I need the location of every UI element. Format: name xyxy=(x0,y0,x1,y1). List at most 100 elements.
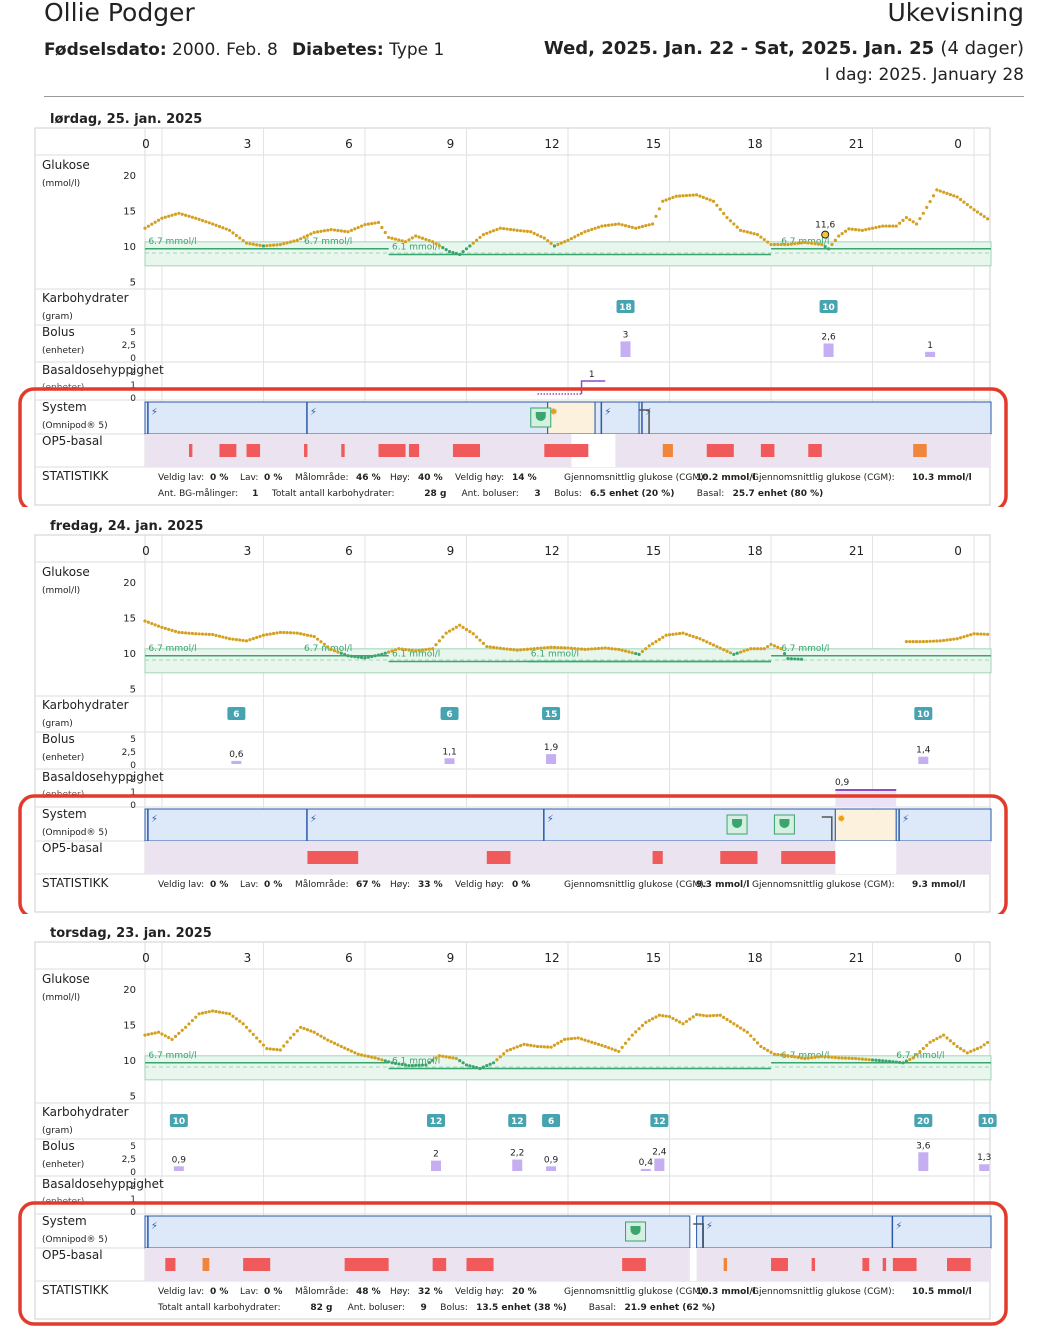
glucose-point xyxy=(529,230,533,234)
glucose-point xyxy=(579,231,584,236)
carbs-badge-value: 15 xyxy=(545,710,558,720)
glucose-point xyxy=(214,223,218,227)
op5-mark-red xyxy=(243,1258,271,1271)
glucose-point xyxy=(644,647,648,651)
stat-value: 0 % xyxy=(264,1287,282,1297)
glucose-point xyxy=(603,1044,607,1049)
glucose-point xyxy=(779,1053,783,1057)
glucose-point xyxy=(732,222,736,226)
glucose-point xyxy=(146,224,150,228)
glucose-point xyxy=(376,1057,381,1061)
stat-label: Gjennomsnittlig glukose (CGM): xyxy=(752,1287,895,1297)
target-glucose-label: 6.7 mmol/l xyxy=(781,644,829,654)
carbs-badge-value: 10 xyxy=(917,710,930,720)
glucose-point xyxy=(326,645,330,649)
glucose-point xyxy=(539,1045,543,1049)
glucose-point xyxy=(535,233,540,237)
glucose-point xyxy=(292,1032,296,1036)
glucose-point xyxy=(485,231,489,235)
carbs-badge xyxy=(819,300,838,313)
glucose-point xyxy=(549,1045,553,1049)
glucose-point xyxy=(762,237,766,242)
op5-mark-red xyxy=(808,444,822,457)
glucose-point xyxy=(725,649,729,653)
stat-label: Ant. BG-målinger: xyxy=(158,488,238,499)
stat-label: Veldig lav: xyxy=(158,1287,204,1297)
glucose-point xyxy=(424,237,428,242)
glucose-point xyxy=(380,225,384,230)
stat-label: Bolus: xyxy=(440,1303,468,1313)
glucose-point xyxy=(556,242,560,247)
glucose-point xyxy=(793,657,797,661)
automated-mode-icon: ⚡ xyxy=(151,1221,158,1232)
glucose-point xyxy=(901,1061,905,1065)
bolus-bar xyxy=(173,1166,184,1171)
glucose-point xyxy=(613,1048,617,1052)
glucose-point xyxy=(657,207,661,211)
glucose-point xyxy=(146,1032,150,1036)
glucose-point xyxy=(390,649,394,653)
glucose-point xyxy=(383,1059,387,1063)
glucose-point xyxy=(942,1033,946,1037)
glucose-point xyxy=(972,1048,976,1052)
glucose-point xyxy=(857,1057,861,1061)
basal-y-tick: 2 xyxy=(130,368,136,378)
glucose-point xyxy=(945,1036,949,1040)
glucose-point xyxy=(749,1034,753,1038)
x-tick-label: 0 xyxy=(954,544,962,558)
glucose-point xyxy=(261,633,266,637)
glucose-point xyxy=(962,200,966,204)
glucose-point xyxy=(657,637,661,642)
glucose-point xyxy=(958,1046,963,1051)
glucose-point xyxy=(343,652,347,657)
glucose-point xyxy=(332,1041,337,1045)
glucose-point xyxy=(651,1017,655,1021)
op5-mark-red xyxy=(892,1258,917,1271)
glucose-point xyxy=(820,242,824,247)
glucose-point xyxy=(261,1043,266,1047)
glucose-point xyxy=(434,1056,438,1060)
glucose-point xyxy=(508,1047,513,1052)
glucose-point xyxy=(258,243,262,247)
glucose-point xyxy=(600,224,604,228)
op5-mark-red xyxy=(811,1258,816,1271)
x-tick-label: 0 xyxy=(954,951,962,965)
stat-label: Målområde: xyxy=(295,1286,349,1297)
glucose-point xyxy=(288,240,293,244)
glucose-point xyxy=(204,220,208,224)
glucose-point xyxy=(887,1059,892,1063)
glucose-point xyxy=(705,1014,709,1018)
glucose-point xyxy=(799,1056,804,1060)
glucose-point xyxy=(265,633,269,637)
glucose-point xyxy=(623,1041,628,1045)
glucose-point xyxy=(749,647,753,651)
glucose-point xyxy=(265,244,269,248)
glucose-point xyxy=(414,649,418,653)
bolus-value-label: 3 xyxy=(623,330,629,340)
glucose-point xyxy=(431,647,435,651)
glucose-point xyxy=(813,1055,817,1059)
glucose-point xyxy=(177,630,181,634)
system-automated-mode xyxy=(144,1215,691,1249)
glucose-point xyxy=(898,1060,902,1065)
basal-label: Basaldosehyppighet xyxy=(42,363,164,377)
glucose-point xyxy=(914,1053,919,1057)
glucose-point xyxy=(698,1013,702,1017)
glucose-point xyxy=(400,647,404,651)
glucose-point xyxy=(590,647,594,651)
glucose-point xyxy=(431,240,435,244)
statistics-label: STATISTIKK xyxy=(42,1283,110,1297)
glucose-point xyxy=(268,243,272,247)
carbs-badge xyxy=(542,1114,561,1127)
glucose-point xyxy=(251,242,255,246)
glucose-point xyxy=(870,226,875,230)
glucose-point xyxy=(410,648,414,652)
glucose-point xyxy=(390,1061,394,1065)
glucose-point xyxy=(495,646,499,650)
glucose-point xyxy=(864,1057,868,1061)
glucose-point xyxy=(187,214,191,218)
glucose-point xyxy=(725,1017,729,1022)
glucose-point xyxy=(248,1029,252,1033)
carbs-badge xyxy=(508,1114,527,1127)
glucose-point xyxy=(153,1031,157,1035)
